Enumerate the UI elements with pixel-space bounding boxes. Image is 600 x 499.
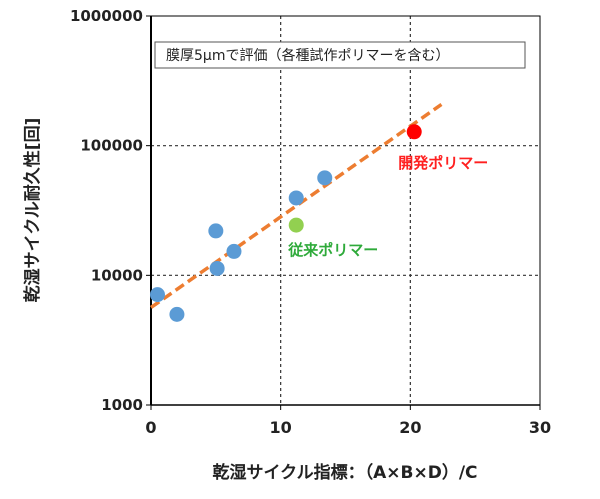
y-tick-label: 1000000 [70,7,143,25]
data-point [226,243,242,259]
data-points [149,124,422,322]
data-point [209,260,225,276]
series-label-developed-polymer: 開発ポリマー [398,154,488,172]
data-point [406,124,422,140]
data-point [288,190,304,206]
y-tick-label: 100000 [80,137,143,155]
trendline-group [149,102,443,309]
y-tick-label: 10000 [91,266,143,284]
x-tick-label: 30 [529,418,551,437]
data-point [149,287,165,303]
series-label-conventional-polymer: 従来ポリマー [287,241,378,259]
plot-frame [150,15,541,406]
y-axis-label: 乾湿サイクル耐久性[回] [22,118,43,303]
tick-labels: 0 10 20 30 1000 10000 100000 1000000 [70,7,551,437]
data-point [288,217,304,233]
y-tick-label: 1000 [101,396,143,414]
x-tick-label: 0 [145,418,156,437]
series-labels: 従来ポリマー 開発ポリマー [287,154,488,259]
gridlines [146,15,541,410]
data-point [169,306,185,322]
trendline [149,102,443,309]
x-axis-label: 乾湿サイクル指標：（A×B×D）/C [212,462,477,483]
annotation-text: 膜厚5μmで評価（各種試作ポリマーを含む） [166,48,449,64]
data-point [208,223,224,239]
data-point [317,170,333,186]
annotation-box: 膜厚5μmで評価（各種試作ポリマーを含む） [154,41,526,69]
x-tick-label: 10 [270,418,292,437]
x-tick-label: 20 [399,418,421,437]
